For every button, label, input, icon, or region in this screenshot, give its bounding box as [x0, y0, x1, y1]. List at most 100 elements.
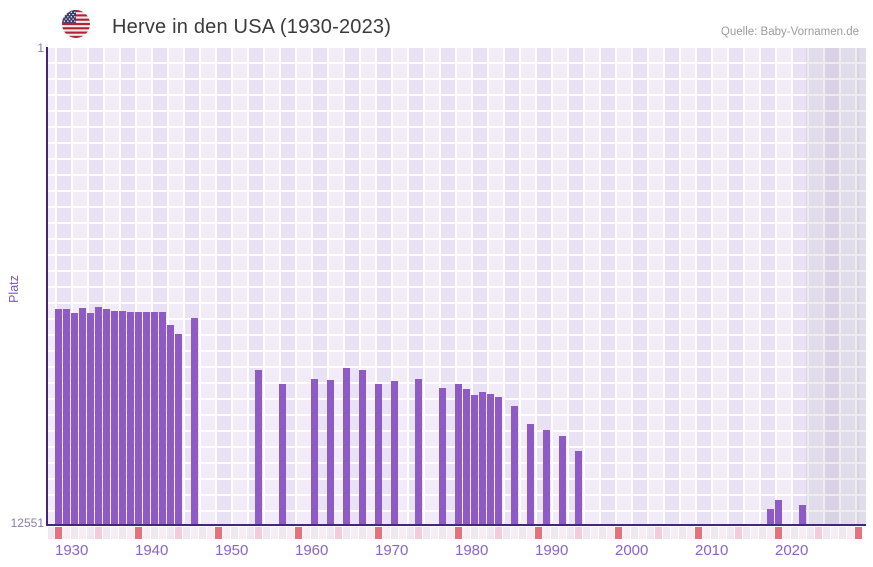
bar-1991[interactable]	[543, 429, 550, 524]
bar-1934[interactable]	[87, 312, 94, 524]
bar-1984[interactable]	[487, 394, 494, 524]
bar-1931[interactable]	[63, 308, 70, 524]
strip-cell-1953	[239, 527, 246, 539]
decade-marker-2030	[855, 527, 862, 539]
bar-1975[interactable]	[415, 379, 422, 524]
x-axis-line	[46, 524, 866, 526]
bar-2020[interactable]	[775, 500, 782, 524]
bar-1978[interactable]	[439, 388, 446, 524]
strip-cell-1969	[367, 527, 374, 539]
bar-1943[interactable]	[159, 311, 166, 524]
x-tick-1950: 1950	[215, 542, 249, 559]
strip-cell-1946	[183, 527, 190, 539]
strip-cell-1989	[527, 527, 534, 539]
strip-cell-1958	[279, 527, 286, 539]
future-years-overlay	[806, 48, 866, 524]
strip-cell-1948	[199, 527, 206, 539]
strip-cell-2014	[727, 527, 734, 539]
bar-1980[interactable]	[455, 384, 462, 524]
y-tick-bottom: 12551	[10, 516, 44, 530]
strip-cell-1963	[319, 527, 326, 539]
bar-1981[interactable]	[463, 388, 470, 524]
y-tick-top: 1	[37, 41, 44, 55]
bar-1937[interactable]	[111, 310, 118, 524]
bar-1966[interactable]	[343, 368, 350, 524]
bar-1944[interactable]	[167, 324, 174, 524]
strip-cell-1992	[551, 527, 558, 539]
strip-cell-1937	[111, 527, 118, 539]
us-flag-icon	[62, 10, 90, 38]
strip-cell-1972	[391, 527, 398, 539]
strip-cell-2004	[647, 527, 654, 539]
strip-cell-2009	[687, 527, 694, 539]
strip-cell-1967	[351, 527, 358, 539]
bar-1972[interactable]	[391, 380, 398, 524]
bar-1987[interactable]	[511, 405, 518, 524]
bar-1982[interactable]	[471, 394, 478, 524]
half-decade-marker-1985	[495, 527, 502, 539]
strip-cell-1993	[559, 527, 566, 539]
source-credit: Quelle: Baby-Vornamen.de	[720, 26, 859, 38]
strip-cell-1986	[503, 527, 510, 539]
bar-2019[interactable]	[767, 508, 774, 524]
strip-cell-2002	[631, 527, 638, 539]
bar-1989[interactable]	[527, 424, 534, 524]
bar-1970[interactable]	[375, 384, 382, 524]
strip-cell-2029	[847, 527, 854, 539]
bar-1962[interactable]	[311, 379, 318, 524]
bar-1945[interactable]	[175, 333, 182, 524]
strip-cell-1996	[583, 527, 590, 539]
bar-2023[interactable]	[799, 505, 806, 524]
bar-1941[interactable]	[143, 311, 150, 524]
bar-1983[interactable]	[479, 391, 486, 524]
bar-1935[interactable]	[95, 306, 102, 524]
x-tick-1970: 1970	[375, 542, 409, 559]
bar-1939[interactable]	[127, 311, 134, 524]
bar-1955[interactable]	[255, 369, 262, 524]
strip-cell-1983	[479, 527, 486, 539]
bar-1995[interactable]	[575, 450, 582, 524]
bar-1985[interactable]	[495, 397, 502, 524]
strip-cell-2024	[807, 527, 814, 539]
half-decade-marker-1935	[95, 527, 102, 539]
bar-1936[interactable]	[103, 309, 110, 524]
strip-cell-1991	[543, 527, 550, 539]
decade-marker-2010	[695, 527, 702, 539]
strip-cell-1947	[191, 527, 198, 539]
bar-1933[interactable]	[79, 307, 86, 524]
y-axis-title: Platz	[7, 275, 21, 303]
strip-cell-2008	[679, 527, 686, 539]
bar-1930[interactable]	[55, 308, 62, 524]
bar-1958[interactable]	[279, 384, 286, 524]
bar-1942[interactable]	[151, 311, 158, 524]
bar-1938[interactable]	[119, 310, 126, 524]
x-tick-2020: 2020	[775, 542, 809, 559]
strip-cell-2016	[743, 527, 750, 539]
bar-1932[interactable]	[71, 312, 78, 524]
decade-marker-1970	[375, 527, 382, 539]
decade-marker-1980	[455, 527, 462, 539]
strip-cell-1998	[599, 527, 606, 539]
half-decade-marker-1945	[175, 527, 182, 539]
half-decade-marker-1965	[335, 527, 342, 539]
decade-marker-2000	[615, 527, 622, 539]
bar-1993[interactable]	[559, 435, 566, 524]
strip-cell-1949	[207, 527, 214, 539]
bar-1968[interactable]	[359, 370, 366, 524]
half-decade-marker-2005	[655, 527, 662, 539]
bar-1940[interactable]	[135, 311, 142, 524]
strip-cell-1997	[591, 527, 598, 539]
bar-1964[interactable]	[327, 380, 334, 524]
decade-marker-1990	[535, 527, 542, 539]
bar-1947[interactable]	[191, 317, 198, 524]
strip-cell-1987	[511, 527, 518, 539]
strip-cell-1984	[487, 527, 494, 539]
strip-cell-1942	[151, 527, 158, 539]
strip-cell-1941	[143, 527, 150, 539]
strip-cell-1943	[159, 527, 166, 539]
strip-cell-1956	[263, 527, 270, 539]
half-decade-marker-1955	[255, 527, 262, 539]
strip-cell-1976	[423, 527, 430, 539]
strip-cell-1954	[247, 527, 254, 539]
